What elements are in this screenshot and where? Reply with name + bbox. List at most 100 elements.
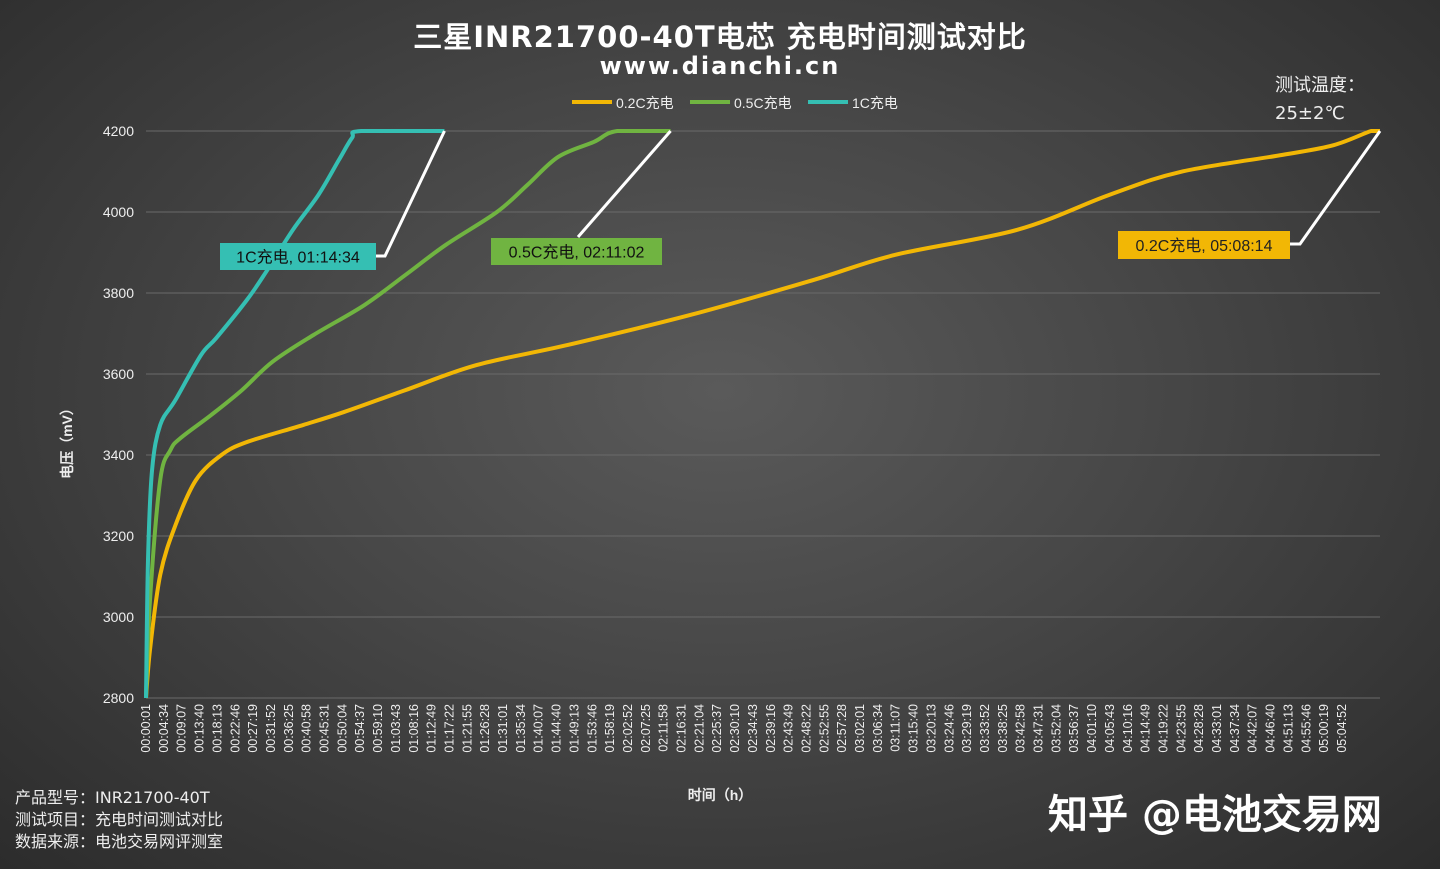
x-tick-label: 04:23:55 xyxy=(1174,704,1188,753)
x-tick-label: 02:07:25 xyxy=(639,704,653,753)
series-line xyxy=(144,129,671,699)
x-tick-label: 00:04:34 xyxy=(157,704,171,753)
callout-leader xyxy=(375,130,446,258)
x-tick-label: 02:34:43 xyxy=(746,704,760,753)
y-tick-label: 3000 xyxy=(103,609,134,625)
callout-box xyxy=(220,243,376,270)
x-tick-label: 02:02:52 xyxy=(621,704,635,753)
x-tick-label: 00:45:31 xyxy=(318,704,332,753)
y-axis-label: 电压（mV） xyxy=(59,401,75,479)
y-tick-label: 4000 xyxy=(103,204,134,220)
x-tick-label: 05:04:52 xyxy=(1335,704,1349,753)
x-tick-label: 04:51:13 xyxy=(1281,704,1295,753)
x-tick-label: 03:42:58 xyxy=(1014,704,1028,753)
x-tick-label: 04:46:40 xyxy=(1264,704,1278,753)
x-tick-label: 01:44:40 xyxy=(550,704,564,753)
x-tick-label: 04:10:16 xyxy=(1121,704,1135,753)
x-tick-label: 02:11:58 xyxy=(657,704,671,752)
x-tick-label: 00:50:04 xyxy=(335,704,349,753)
info-test-item: 测试项目：充电时间测试对比 xyxy=(15,810,224,829)
x-tick-label: 01:49:13 xyxy=(567,704,581,753)
x-tick-label: 01:08:16 xyxy=(407,704,421,753)
x-tick-label: 02:43:49 xyxy=(782,704,796,753)
x-tick-label: 00:00:01 xyxy=(139,704,153,753)
x-tick-label: 02:21:04 xyxy=(692,704,706,753)
x-tick-label: 03:47:31 xyxy=(1032,704,1046,753)
x-tick-label: 01:17:22 xyxy=(442,704,456,753)
x-tick-label: 00:36:25 xyxy=(282,704,296,753)
series-line xyxy=(144,129,1380,699)
x-tick-label: 05:00:19 xyxy=(1317,704,1331,753)
x-tick-label: 04:19:22 xyxy=(1156,704,1170,753)
x-tick-label: 04:55:46 xyxy=(1299,704,1313,753)
x-tick-label: 00:18:13 xyxy=(210,704,224,753)
y-tick-label: 3200 xyxy=(103,528,134,544)
x-tick-label: 00:40:58 xyxy=(300,704,314,753)
y-tick-label: 3400 xyxy=(103,447,134,463)
x-tick-label: 01:26:28 xyxy=(478,704,492,753)
legend-label: 0.2C充电 xyxy=(616,95,674,111)
legend-label: 1C充电 xyxy=(852,95,898,111)
x-axis-label: 时间（h） xyxy=(688,787,753,803)
product-info: 产品型号：INR21700-40T 测试项目：充电时间测试对比 数据来源：电池交… xyxy=(15,787,223,853)
temperature-value: 25±2℃ xyxy=(1275,103,1345,124)
x-tick-label: 03:20:13 xyxy=(924,704,938,753)
legend-label: 0.5C充电 xyxy=(734,95,792,111)
x-tick-label: 00:59:10 xyxy=(371,704,385,753)
x-tick-label: 04:05:43 xyxy=(1103,704,1117,753)
x-tick-label: 03:52:04 xyxy=(1049,704,1063,753)
x-tick-label: 02:25:37 xyxy=(710,704,724,753)
x-tick-label: 01:53:46 xyxy=(585,704,599,753)
info-model: 产品型号：INR21700-40T xyxy=(15,788,210,807)
series-line xyxy=(144,128,445,699)
y-tick-label: 3800 xyxy=(103,285,134,301)
y-tick-label: 2800 xyxy=(103,690,134,706)
y-tick-label: 3600 xyxy=(103,366,134,382)
callout-label: 0.2C充电, 05:08:14 xyxy=(1136,237,1273,255)
callout-leader xyxy=(1290,130,1382,246)
chart-subtitle: www.dianchi.cn xyxy=(599,52,841,80)
x-tick-label: 03:29:19 xyxy=(960,704,974,753)
x-tick-label: 04:01:10 xyxy=(1085,704,1099,753)
x-tick-label: 03:33:52 xyxy=(978,704,992,753)
x-tick-label: 01:40:07 xyxy=(532,704,546,753)
x-tick-label: 01:21:55 xyxy=(460,704,474,753)
callout-label: 1C充电, 01:14:34 xyxy=(236,249,360,267)
x-tick-label: 00:31:52 xyxy=(264,704,278,753)
x-tick-label: 02:52:55 xyxy=(817,704,831,753)
x-tick-label: 02:57:28 xyxy=(835,704,849,753)
x-tick-label: 04:37:34 xyxy=(1228,704,1242,753)
x-tick-label: 01:12:49 xyxy=(425,704,439,753)
callout-label: 0.5C充电, 02:11:02 xyxy=(509,244,645,262)
x-tick-label: 03:15:40 xyxy=(907,704,921,753)
callout-leader xyxy=(576,130,672,238)
x-tick-label: 03:38:25 xyxy=(996,704,1010,753)
x-tick-label: 00:27:19 xyxy=(246,704,260,753)
x-tick-label: 01:31:01 xyxy=(496,704,510,753)
x-tick-label: 03:06:34 xyxy=(871,704,885,753)
x-tick-label: 04:33:01 xyxy=(1210,704,1224,753)
x-tick-label: 02:16:31 xyxy=(675,704,689,753)
temperature-note: 测试温度： 25±2℃ xyxy=(1275,72,1365,128)
x-tick-label: 03:24:46 xyxy=(942,704,956,753)
x-tick-label: 02:30:10 xyxy=(728,704,742,753)
x-tick-label: 00:22:46 xyxy=(228,704,242,753)
temperature-label: 测试温度： xyxy=(1275,75,1365,96)
x-tick-label: 01:58:19 xyxy=(603,704,617,753)
info-source: 数据来源：电池交易网评测室 xyxy=(15,832,224,851)
x-tick-label: 01:03:43 xyxy=(389,704,403,753)
y-tick-label: 4200 xyxy=(103,123,134,139)
x-tick-label: 03:56:37 xyxy=(1067,704,1081,753)
x-tick-label: 04:28:28 xyxy=(1192,704,1206,753)
callout-box xyxy=(1118,231,1290,259)
chart-title: 三星INR21700-40T电芯 充电时间测试对比 xyxy=(413,20,1027,54)
x-tick-label: 03:11:07 xyxy=(889,704,903,752)
x-tick-label: 00:13:40 xyxy=(193,704,207,753)
x-tick-label: 02:48:22 xyxy=(799,704,813,753)
x-tick-label: 00:54:37 xyxy=(353,704,367,753)
x-tick-label: 01:35:34 xyxy=(514,704,528,753)
x-tick-label: 03:02:01 xyxy=(853,704,867,753)
callout-box xyxy=(491,238,662,265)
x-tick-label: 04:14:49 xyxy=(1139,704,1153,753)
